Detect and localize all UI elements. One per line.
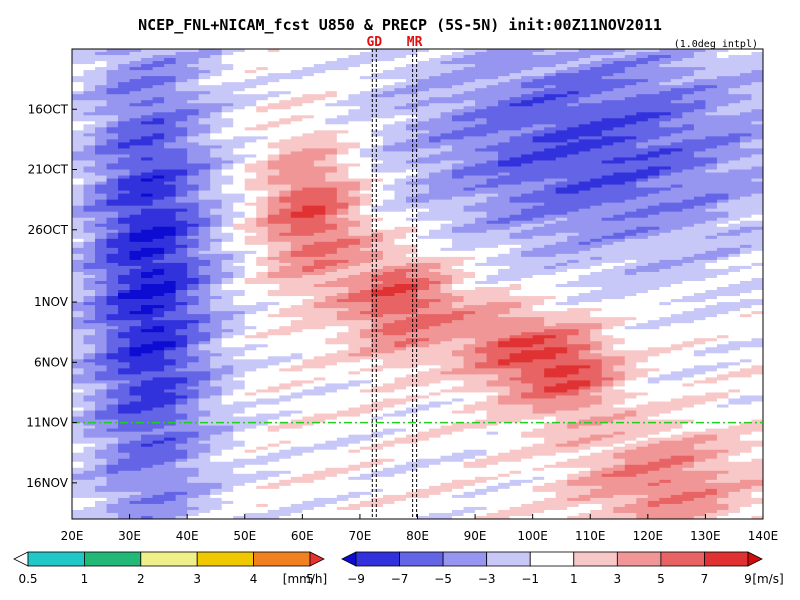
x-axis: 20E 30E 40E 50E 60E 70E 80E 90E 100E 110E 120E 130E… — [61, 514, 779, 543]
colorbar-swatch — [486, 551, 531, 567]
plot-area — [72, 49, 763, 519]
colorbar-level: 5 — [657, 572, 665, 586]
colorbar-level: 0.5 — [18, 572, 37, 586]
x-tick-label: 80E — [406, 529, 429, 543]
colorbar-swatch — [27, 551, 85, 567]
chart-subtitle: (1.0deg intpl) — [674, 39, 758, 50]
colorbar-unit: [m/s] — [752, 572, 783, 586]
colorbar-swatch — [573, 551, 618, 567]
colorbar-swatch — [13, 551, 29, 567]
x-tick-label: 20E — [61, 529, 84, 543]
colorbar-swatch — [529, 551, 575, 567]
colorbar-swatch — [399, 551, 444, 567]
colorbar-level: −1 — [521, 572, 539, 586]
colorbar-swatch — [442, 551, 488, 567]
colorbar-swatch — [341, 551, 357, 567]
x-tick-label: 110E — [575, 529, 606, 543]
precip-colorbar: 0.5 1 2 3 4 5[mm/h] — [13, 551, 327, 586]
colorbar-level: 3 — [193, 572, 201, 586]
colorbar-level: −3 — [478, 572, 496, 586]
marker-label-gd: GD — [366, 35, 382, 50]
x-tick-label: 60E — [291, 529, 314, 543]
colorbar-level: 9 — [744, 572, 752, 586]
colorbar-level: 3 — [614, 572, 622, 586]
colorbar-swatch — [253, 551, 311, 567]
colorbar-level: 1 — [81, 572, 89, 586]
x-tick-label: 40E — [176, 529, 199, 543]
u850-colorbar: −9 −7 −5 −3 −1 1 3 5 7 9 [m/s] — [341, 551, 784, 586]
y-tick-label: 26OCT — [28, 223, 69, 237]
colorbar-level: −5 — [434, 572, 452, 586]
colorbar-swatch — [309, 551, 325, 567]
y-tick-label: 16NOV — [26, 476, 68, 490]
x-tick-label: 30E — [118, 529, 141, 543]
colorbar-swatch — [660, 551, 705, 567]
marker-label-mr: MR — [407, 35, 423, 50]
x-tick-label: 100E — [517, 529, 548, 543]
x-tick-label: 90E — [464, 529, 487, 543]
overlay-lines: GD MR — [72, 35, 763, 519]
y-tick-label: 16OCT — [28, 102, 69, 116]
colorbar-swatch — [704, 551, 749, 567]
x-tick-label: 70E — [348, 529, 371, 543]
x-tick-label: 130E — [690, 529, 721, 543]
y-tick-label: 1NOV — [34, 295, 69, 309]
y-tick-label: 6NOV — [34, 355, 69, 369]
x-tick-label: 140E — [748, 529, 779, 543]
colorbar-level: 5 — [306, 572, 314, 586]
x-tick-label: 50E — [233, 529, 256, 543]
colorbar-level: −7 — [391, 572, 409, 586]
y-tick-label: 21OCT — [28, 163, 69, 177]
colorbar-level: −9 — [347, 572, 365, 586]
colorbar-swatch — [616, 551, 662, 567]
colorbar-swatch — [196, 551, 254, 567]
y-tick-label: 11NOV — [26, 416, 68, 430]
colorbar-level: 1 — [570, 572, 578, 586]
colorbar-level: 7 — [701, 572, 709, 586]
colorbar-unit: [mm/h] — [283, 572, 327, 586]
colorbar-level: 2 — [137, 572, 145, 586]
colorbar-level: 4 — [250, 572, 258, 586]
x-tick-label: 120E — [633, 529, 664, 543]
y-axis: 16OCT 21OCT 26OCT 1NOV 6NOV 11NOV 16NOV — [26, 102, 77, 490]
chart-title: NCEP_FNL+NICAM_fcst U850 & PRECP (5S-5N)… — [138, 16, 662, 34]
colorbar-swatch — [355, 551, 400, 567]
colorbar-swatch — [747, 551, 763, 567]
colorbar-swatch — [140, 551, 198, 567]
colorbar-swatch — [84, 551, 142, 567]
